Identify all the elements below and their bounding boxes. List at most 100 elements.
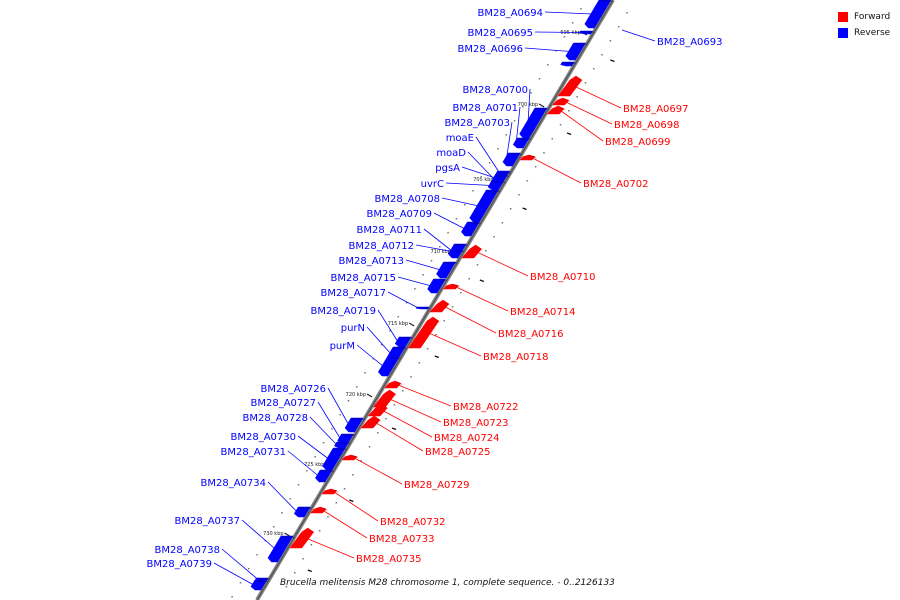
bm28_a0708-gene[interactable]	[469, 189, 501, 223]
bm28_a0737-gene[interactable]	[267, 535, 295, 563]
bm28_a0708-gene-body[interactable]	[469, 189, 499, 223]
tick-label: 705 kbp	[473, 177, 493, 183]
bm28_a0700-gene[interactable]	[519, 107, 549, 139]
spacer-dot	[435, 334, 437, 336]
bm28_a0702-gene[interactable]	[519, 154, 538, 161]
bm28_a0710-gene-body[interactable]	[461, 244, 483, 259]
leader-line	[544, 11, 593, 15]
bm28_a0728-gene[interactable]	[334, 441, 351, 449]
bm28_a0725-gene[interactable]	[360, 415, 383, 429]
leader-line	[356, 344, 384, 367]
bm28_a0731-gene-body[interactable]	[315, 469, 333, 483]
bm28_a0738-gene-body[interactable]	[254, 577, 269, 581]
bm28_a0739-gene-body[interactable]	[250, 579, 268, 591]
spacer-dot	[538, 78, 541, 80]
bm28_a0698-gene-body[interactable]	[552, 97, 570, 106]
bm28_a0731-gene-shade	[320, 470, 335, 472]
bm28_a0737-gene-body[interactable]	[267, 535, 294, 563]
spacer-dot	[543, 152, 545, 154]
bm28_a0734-gene-body[interactable]	[293, 506, 311, 518]
bm28_a0694-gene-body[interactable]	[584, 0, 612, 29]
bm28_a0712-gene-body[interactable]	[449, 249, 464, 254]
purm-gene-body[interactable]	[377, 356, 400, 377]
bm28_a0696-gene[interactable]	[565, 42, 588, 61]
bm28_a0716-gene-body[interactable]	[429, 299, 450, 313]
bm28_a0730-gene[interactable]	[322, 447, 348, 471]
bm28_a0699-gene-body[interactable]	[546, 105, 565, 115]
pgsa-gene[interactable]	[492, 174, 510, 182]
bm28_a0696-gene-body[interactable]	[565, 42, 586, 61]
bm28_a0729-gene-body[interactable]	[341, 454, 358, 461]
bm28_a0732-gene[interactable]	[321, 488, 339, 495]
bm28_a0714-gene[interactable]	[442, 283, 461, 290]
bm28_a0726-gene-body[interactable]	[344, 417, 364, 433]
bm28_a0728-gene-body[interactable]	[334, 441, 350, 449]
spacer-dot	[314, 456, 316, 458]
bm28_a0714-gene-body[interactable]	[442, 283, 459, 290]
bm28_a0733-gene-body[interactable]	[310, 506, 327, 514]
bm28_a0719-gene[interactable]	[394, 336, 414, 348]
uvrc-gene-body[interactable]	[487, 180, 505, 191]
leader-line	[353, 457, 403, 485]
gene-label-bm28_a0694: BM28_A0694	[477, 8, 543, 19]
bm28_a0698-gene[interactable]	[552, 97, 571, 106]
bm28_a0697-gene[interactable]	[557, 75, 584, 97]
pgsa-gene-body[interactable]	[492, 174, 508, 182]
bm28_a0713-gene-body[interactable]	[436, 261, 456, 279]
leader-line	[309, 416, 338, 446]
bm28_a0717-gene[interactable]	[415, 306, 431, 310]
bm28_a0722-gene-body[interactable]	[384, 380, 402, 389]
spacer-dot	[272, 526, 275, 528]
purn-gene-shade	[393, 347, 408, 349]
bm28_a0709-gene[interactable]	[461, 221, 482, 237]
purm-gene[interactable]	[377, 356, 402, 377]
leader-line	[445, 182, 491, 186]
bm28_a0715-gene-body[interactable]	[427, 278, 446, 294]
bm28_a0716-gene-shade	[443, 300, 451, 306]
bm28_a0702-gene-body[interactable]	[519, 154, 536, 161]
bm28_a0715-gene[interactable]	[427, 278, 448, 294]
bm28_a0701-gene-body[interactable]	[512, 137, 530, 149]
leader-line	[317, 401, 341, 440]
bm28_a0733-gene[interactable]	[310, 506, 329, 514]
bm28_a0701-gene[interactable]	[512, 137, 532, 149]
spacer-dot	[443, 320, 446, 322]
bm28_a0694-gene[interactable]	[584, 0, 613, 29]
bm28_a0726-gene[interactable]	[344, 417, 365, 433]
bm28_a0718-gene-body[interactable]	[408, 316, 440, 349]
bm28_a0717-gene-body[interactable]	[415, 306, 430, 310]
marker-dash	[391, 427, 397, 431]
bm28_a0735-gene[interactable]	[289, 527, 316, 549]
bm28_a0718-gene[interactable]	[408, 316, 441, 349]
bm28_a0716-gene[interactable]	[429, 299, 451, 313]
bm28_a0725-gene-body[interactable]	[360, 415, 381, 429]
bm28_a0739-gene[interactable]	[250, 579, 269, 591]
spacer-dot	[501, 222, 504, 224]
bm28_a0693-gene-body[interactable]	[560, 61, 575, 67]
bm28_a0730-gene-body[interactable]	[322, 447, 346, 471]
spacer-dot	[293, 572, 296, 574]
bm28_a0729-gene[interactable]	[341, 454, 360, 461]
spacer-dot	[401, 390, 404, 392]
bm28_a0693-gene[interactable]	[560, 61, 577, 67]
bm28_a0722-gene[interactable]	[384, 380, 403, 389]
bm28_a0695-gene-body[interactable]	[579, 30, 594, 35]
bm28_a0699-gene[interactable]	[546, 105, 567, 115]
bm28_a0734-gene[interactable]	[293, 506, 313, 518]
bm28_a0709-gene-body[interactable]	[461, 221, 480, 237]
bm28_a0732-gene-body[interactable]	[321, 488, 338, 495]
bm28_a0713-gene[interactable]	[436, 261, 458, 279]
bm28_a0731-gene[interactable]	[315, 469, 335, 483]
bm28_a0712-gene[interactable]	[449, 249, 465, 254]
bm28_a0735-gene-body[interactable]	[289, 527, 315, 549]
bm28_a0738-gene[interactable]	[254, 577, 271, 581]
spacer-dot	[488, 162, 491, 164]
bm28_a0719-gene-body[interactable]	[394, 336, 412, 348]
bm28_a0695-gene[interactable]	[579, 30, 595, 35]
bm28_a0697-gene-body[interactable]	[557, 75, 583, 97]
bm28_a0700-gene-body[interactable]	[519, 107, 548, 139]
gene-label-bm28_a0693: BM28_A0693	[657, 37, 723, 48]
legend: Forward Reverse	[838, 9, 890, 41]
bm28_a0710-gene[interactable]	[461, 244, 484, 259]
uvrc-gene[interactable]	[487, 180, 506, 191]
